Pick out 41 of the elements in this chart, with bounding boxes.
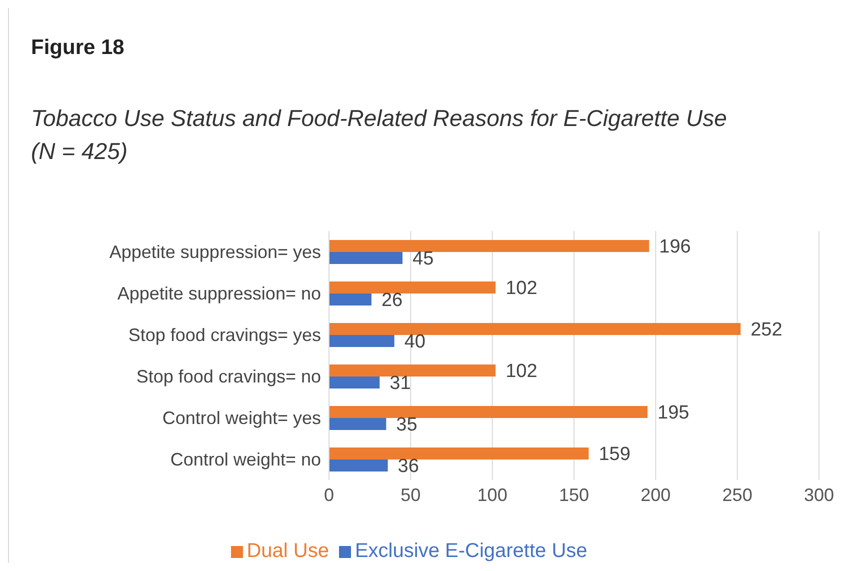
legend-label: Exclusive E-Cigarette Use [354,540,588,562]
bar [329,335,394,347]
data-label: 35 [396,414,418,436]
text: Figure 18 [31,36,124,60]
data-label: 196 [659,236,691,258]
data-label: 40 [404,332,426,353]
data-label: 31 [390,373,411,394]
x-tick-label: 100 [477,484,508,505]
bar [329,460,388,472]
data-label: 195 [658,402,690,424]
x-tick-label: 250 [722,484,752,505]
data-label: 45 [412,248,434,270]
x-tick-label: 300 [804,484,834,505]
y-tick-label: Stop food cravings= no [136,366,321,387]
x-tick-label: 50 [400,484,421,505]
bar [329,418,386,430]
data-label: 102 [506,278,538,300]
chart-subtitle: Tobacco Use Status and Food-Related Reasons for E-Cigarette Use (N = 425) [31,104,728,166]
bar [329,240,650,252]
legend-label: Dual Use [246,540,329,562]
bar [329,323,741,335]
y-tick-label: Appetite suppression= yes [109,242,321,262]
x-tick-label: 200 [640,484,671,505]
bar [329,448,589,460]
data-label: 159 [598,444,630,466]
bar [329,252,402,264]
data-label: 252 [750,320,782,341]
data-label: 36 [398,456,419,478]
bar [329,364,496,376]
y-tick-label: Control weight= yes [162,408,321,428]
bar [329,406,648,418]
y-tick-label: Stop food cravings= yes [128,325,321,346]
x-tick-label: 0 [324,484,334,505]
x-tick-label: 150 [558,484,590,505]
data-label: 102 [506,361,538,382]
data-label: 26 [381,290,403,312]
bar [329,282,496,294]
bar [329,294,372,306]
y-tick-label: Control weight= no [170,450,321,470]
bar [329,376,380,388]
y-tick-label: Appetite suppression= no [117,284,321,304]
